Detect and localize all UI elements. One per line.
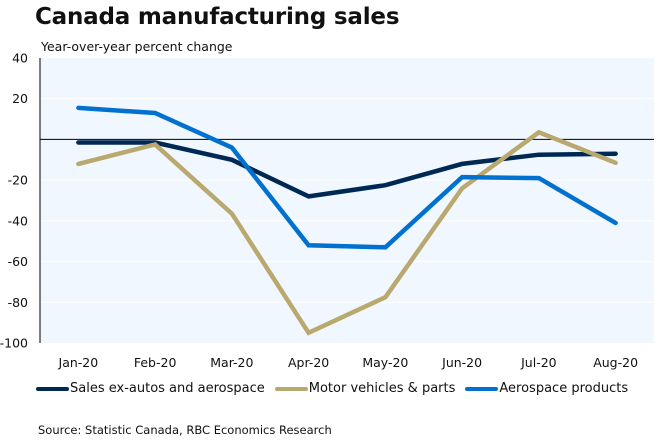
- x-tick-label: Jun-20: [441, 355, 482, 370]
- legend-swatch-blue: [465, 386, 499, 391]
- x-tick-label: Jan-20: [58, 355, 99, 370]
- legend-swatch-navy: [36, 386, 69, 391]
- series-lines: [76, 105, 618, 336]
- legend: Sales ex-autos and aerospace Motor vehic…: [36, 381, 638, 396]
- y-tick-label: -80: [8, 295, 28, 310]
- y-tick-label: -100: [0, 336, 28, 351]
- legend-label: Sales ex-autos and aerospace: [70, 381, 265, 396]
- source-note: Source: Statistic Canada, RBC Economics …: [38, 423, 332, 437]
- x-tick-label: May-20: [362, 355, 408, 370]
- legend-item-sales-ex-autos[interactable]: Sales ex-autos and aerospace: [36, 381, 265, 396]
- plot-area: [40, 58, 654, 343]
- y-tick-label: 20: [12, 91, 28, 106]
- chart-title: Canada manufacturing sales: [35, 4, 400, 30]
- legend-label: Aerospace products: [499, 381, 629, 396]
- x-tick-label: Feb-20: [134, 355, 177, 370]
- x-tick-label: Jul-20: [520, 355, 557, 370]
- legend-item-motor-vehicles[interactable]: Motor vehicles & parts: [274, 381, 456, 396]
- y-tick-label: -20: [8, 173, 28, 188]
- y-tick-label: -60: [8, 254, 28, 269]
- x-tick-label: Apr-20: [288, 355, 329, 370]
- series-line-motor-vehicles: [76, 129, 618, 336]
- y-axis-tick-labels: 40 20 -20 -40 -60 -80 -100: [0, 51, 28, 351]
- x-axis-tick-labels: Jan-20 Feb-20 Mar-20 Apr-20 May-20 Jun-20 Jul-…: [58, 355, 639, 370]
- x-tick-label: Aug-20: [593, 355, 638, 370]
- x-tick-label: Mar-20: [210, 355, 253, 370]
- legend-item-aerospace[interactable]: Aerospace products: [465, 381, 628, 396]
- y-tick-label: -40: [8, 213, 28, 228]
- y-tick-label: 40: [12, 51, 28, 66]
- chart-subtitle: Year-over-year percent change: [41, 39, 233, 54]
- series-line-aerospace: [76, 105, 618, 250]
- legend-label: Motor vehicles & parts: [308, 381, 456, 396]
- gridlines: [40, 98, 654, 303]
- series-line-sales-ex-autos: [76, 140, 618, 199]
- legend-swatch-gold: [274, 386, 308, 391]
